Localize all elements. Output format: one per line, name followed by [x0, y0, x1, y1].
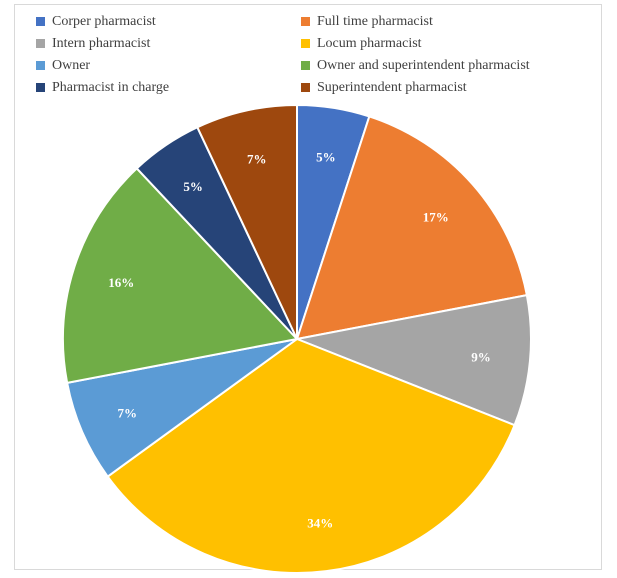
legend-swatch	[301, 61, 310, 70]
legend-swatch	[301, 17, 310, 26]
legend-swatch	[301, 39, 310, 48]
pie-slice-owner-and-superintendent-pharmacist	[62, 167, 298, 384]
legend-item-owner: Owner	[36, 56, 301, 75]
pie-labels: 5% 17% 9% 34% 7% 16% 5% 7%	[108, 149, 491, 530]
pie-slice-intern-pharmacist	[296, 294, 532, 427]
legend-item-corper-pharmacist: Corper pharmacist	[36, 12, 301, 31]
legend-swatch	[36, 61, 45, 70]
slice-data-label: 16%	[108, 275, 134, 290]
pie-slice-superintendent-pharmacist	[196, 104, 298, 340]
legend-label: Locum pharmacist	[317, 35, 422, 51]
legend-item-owner-and-superintendent-pharmacist: Owner and superintendent pharmacist	[301, 56, 591, 75]
legend-label: Corper pharmacist	[52, 13, 156, 29]
pie-slices	[62, 104, 532, 574]
slice-data-label: 7%	[247, 152, 267, 167]
legend-swatch	[36, 39, 45, 48]
slice-data-label: 7%	[118, 405, 138, 420]
legend-swatch	[301, 83, 310, 92]
pie-slice-owner	[66, 338, 298, 478]
slice-data-label: 9%	[471, 349, 491, 364]
legend-label: Owner	[52, 57, 91, 73]
legend-swatch	[36, 83, 45, 92]
legend-item-pharmacist-in-charge: Pharmacist in charge	[36, 78, 301, 97]
pie-slice-locum-pharmacist	[106, 338, 516, 574]
legend-item-locum-pharmacist: Locum pharmacist	[301, 34, 591, 53]
legend-label: Superintendent pharmacist	[317, 79, 467, 95]
slice-data-label: 5%	[183, 179, 203, 194]
legend-item-full-time-pharmacist: Full time pharmacist	[301, 12, 591, 31]
legend-label: Owner and superintendent pharmacist	[317, 57, 530, 73]
legend-swatch	[36, 17, 45, 26]
legend-label: Pharmacist in charge	[52, 79, 170, 95]
pie-slice-full-time-pharmacist	[296, 115, 528, 340]
legend: Corper pharmacist Full time pharmacist I…	[36, 12, 596, 97]
slice-data-label: 34%	[307, 515, 333, 530]
slice-data-label: 17%	[423, 210, 449, 225]
slice-data-label: 5%	[316, 149, 336, 164]
legend-item-superintendent-pharmacist: Superintendent pharmacist	[301, 78, 591, 97]
legend-label: Intern pharmacist	[52, 35, 151, 51]
legend-label: Full time pharmacist	[317, 13, 433, 29]
legend-item-intern-pharmacist: Intern pharmacist	[36, 34, 301, 53]
